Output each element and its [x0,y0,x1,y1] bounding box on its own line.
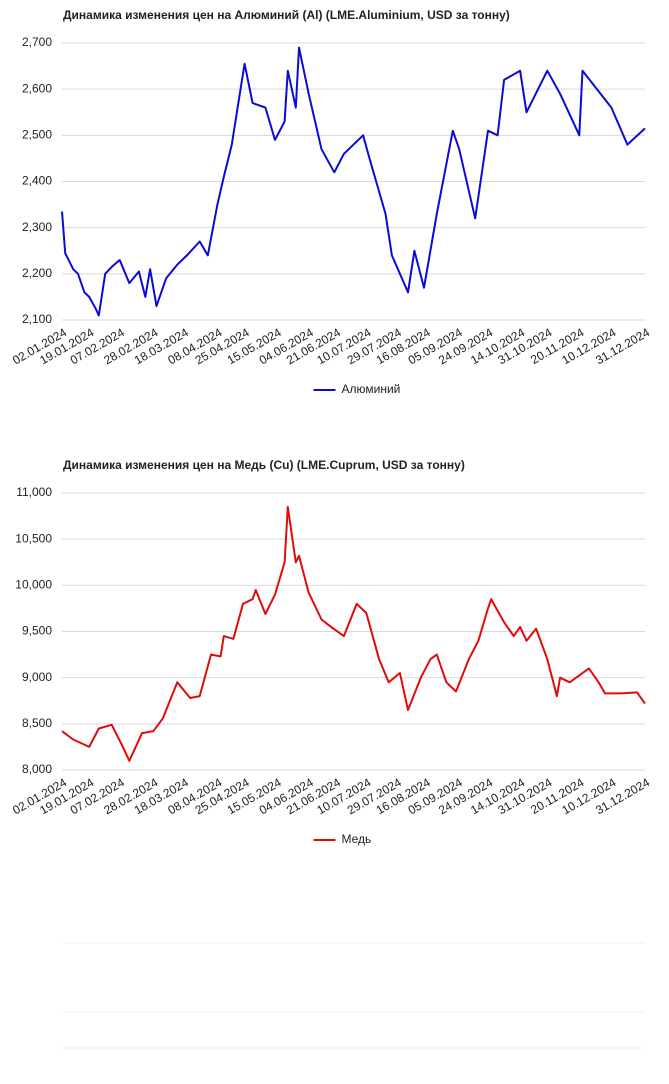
y-tick-label: 2,700 [22,35,52,49]
y-tick-label: 2,500 [22,128,52,142]
chart-title: Динамика изменения цен на Медь (Cu) (LME… [63,458,465,472]
faded-chart [62,942,645,1049]
y-tick-label: 2,600 [22,81,52,95]
legend-label: Медь [342,832,372,846]
y-tick-label: 9,000 [22,670,52,684]
chart-title: Динамика изменения цен на Алюминий (Al) … [63,8,510,22]
line-series [61,46,646,317]
y-tick-label: 10,500 [15,531,52,545]
y-tick-label: 8,000 [22,762,52,776]
y-tick-label: 2,200 [22,266,52,280]
legend-label: Алюминий [342,382,401,396]
y-tick-label: 11,000 [16,485,52,499]
y-tick-label: 2,300 [22,220,52,234]
y-tick-label: 8,500 [22,716,52,730]
y-tick-label: 9,500 [22,624,52,638]
y-tick-label: 2,100 [22,312,52,326]
y-tick-label: 10,000 [15,578,52,592]
line-series [61,505,646,762]
y-tick-label: 2,400 [22,174,52,188]
